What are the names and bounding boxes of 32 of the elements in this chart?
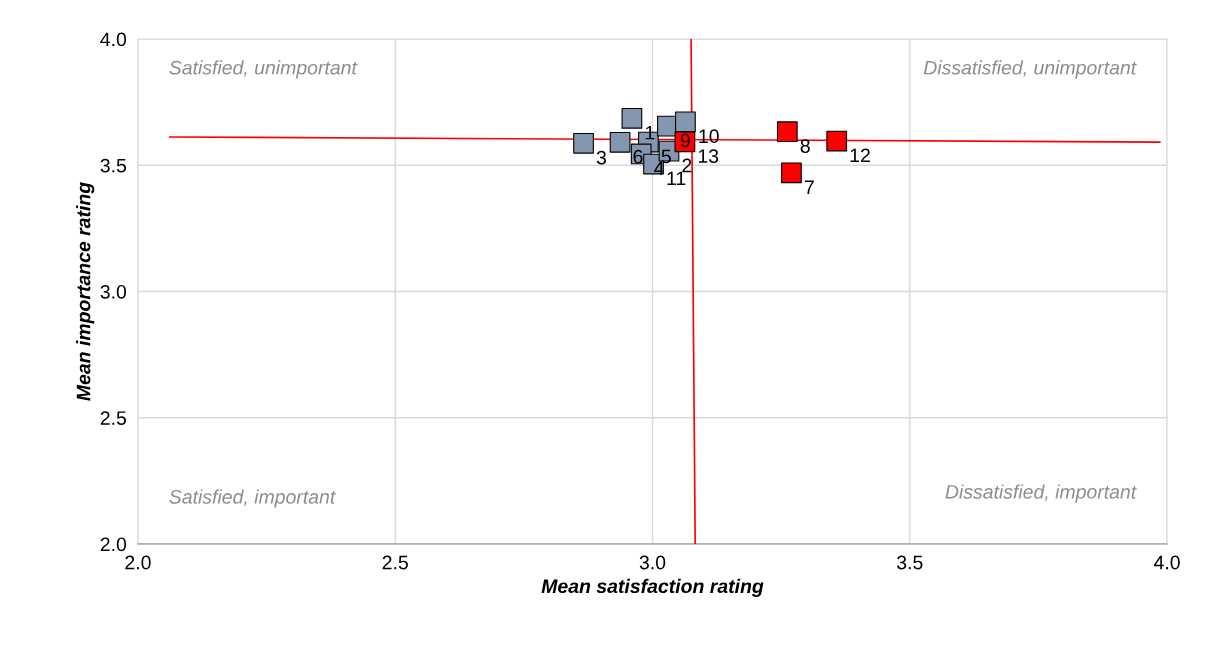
x-axis-title: Mean satisfaction rating <box>541 578 764 597</box>
y-axis-title: Mean importance rating <box>76 182 95 401</box>
annotation: 7 <box>804 180 814 194</box>
annotation: Dissatisfied, unimportant <box>923 60 1137 79</box>
y-tick-label: 2.5 <box>100 411 127 425</box>
annotation: 8 <box>800 139 810 153</box>
annotation: 9 <box>680 133 690 148</box>
annotation: 5 <box>661 149 671 164</box>
y-tick-label: 2.0 <box>100 537 127 552</box>
point <box>675 111 696 133</box>
annotation: Satisfied, unimportant <box>169 60 358 79</box>
point <box>609 131 631 153</box>
x-tick-label: 3.5 <box>897 555 923 570</box>
annotation: 12 <box>850 148 870 163</box>
annotation: 3 <box>596 150 606 165</box>
annotation: Satisfied, important <box>169 489 336 508</box>
x-tick-label: 2.0 <box>125 555 151 570</box>
y-tick-label: 3.0 <box>100 284 127 299</box>
annotation: 6 <box>633 149 643 164</box>
x-tick-label: 2.5 <box>382 555 408 570</box>
y-tick-label: 4.0 <box>100 32 127 47</box>
annotation: 11 <box>667 171 686 186</box>
point <box>826 130 848 152</box>
x-tick-label: 4.0 <box>1153 555 1180 570</box>
point <box>781 162 802 184</box>
y-tick-label: 3.5 <box>100 158 127 173</box>
x-tick-label: 3.0 <box>639 555 666 570</box>
point <box>573 132 594 154</box>
point <box>776 121 798 143</box>
point <box>621 107 643 129</box>
annotation: Dissatisfied, important <box>945 484 1137 503</box>
annotation: 13 <box>698 149 719 164</box>
